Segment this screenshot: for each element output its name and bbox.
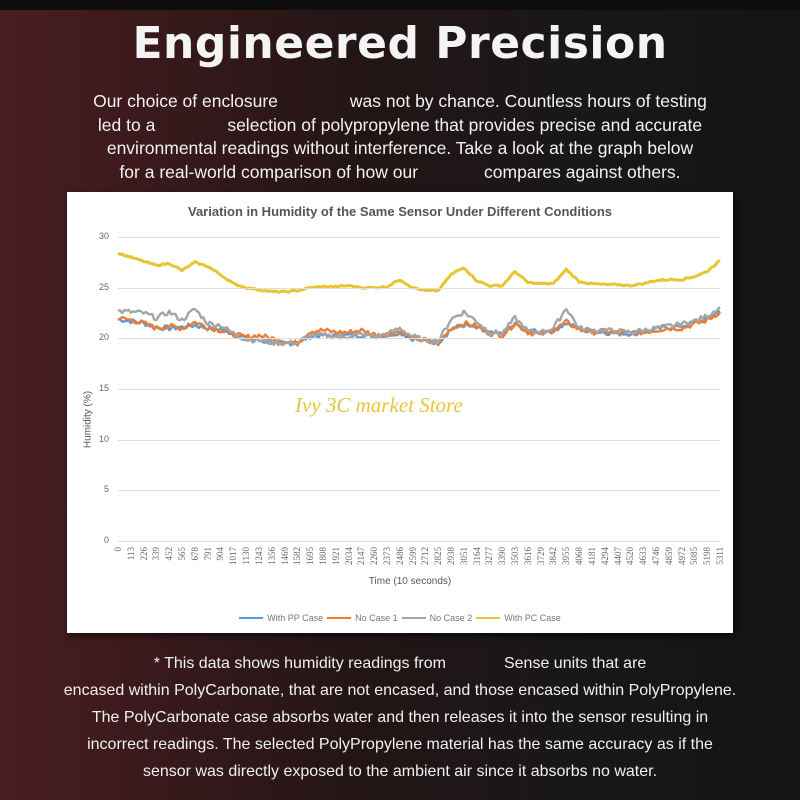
chart-card: Variation in Humidity of the Same Sensor… (67, 192, 733, 633)
legend-label: With PC Case (504, 613, 561, 623)
gridline (118, 287, 720, 289)
footnote-text: Sense units that are (503, 655, 647, 672)
legend-item: With PC Case (476, 613, 561, 623)
y-tick-label: 10 (98, 433, 109, 444)
intro-text: environmental readings without interfere… (106, 138, 694, 158)
legend-label: With PP Case (267, 613, 324, 623)
gridline (118, 389, 720, 390)
footnote-line-3: The PolyCarbonate case absorbs water and… (91, 709, 709, 726)
gridline (118, 439, 720, 441)
intro-line-3: environmental readings without interfere… (40, 137, 760, 161)
intro-line-4: for a real-world comparison of how our co… (40, 161, 760, 185)
series-line (117, 306, 721, 347)
footnote-text: * This data shows humidity readings from (153, 655, 446, 672)
intro-text: selection of polypropylene that provides… (227, 114, 703, 135)
intro-text: for a real-world comparison of how our (119, 161, 419, 182)
top-band (0, 0, 800, 10)
gridline (118, 338, 720, 340)
y-tick-label: 20 (98, 332, 109, 343)
y-tick-label: 5 (103, 484, 109, 495)
series-line (117, 311, 722, 347)
legend-item: No Case 2 (401, 613, 473, 623)
footnote-line-5: sensor was directly exposed to the ambie… (142, 763, 658, 780)
legend-label: No Case 2 (429, 613, 473, 623)
gridline (118, 237, 720, 238)
footnote-line-1: * This data shows humidity readings from… (10, 650, 790, 677)
store-watermark: Ivy 3C market Store (295, 393, 463, 417)
y-tick-label: 30 (98, 231, 109, 241)
series-line (117, 251, 721, 294)
footnote: * This data shows humidity readings from… (10, 650, 790, 785)
y-tick-label: 25 (98, 281, 109, 292)
legend-swatch (327, 617, 352, 619)
intro-text: led to a (97, 114, 156, 135)
x-axis-label: Time (10 seconds) (368, 576, 452, 587)
footnote-line-2: encased within PolyCarbonate, that are n… (63, 682, 737, 699)
legend-swatch (476, 617, 501, 619)
chart-legend: With PP Case No Case 1 No Case 2 With PC Ca… (67, 611, 733, 623)
intro-text: Our choice of enclosure (93, 91, 278, 111)
intro-paragraph: Our choice of enclosure was not by chance… (40, 90, 760, 184)
footnote-line-4: incorrect readings. The selected PolyPro… (87, 736, 713, 753)
gridline (118, 541, 720, 542)
intro-text: compares against others. (484, 161, 681, 182)
y-tick-label: 15 (98, 383, 109, 393)
legend-item: No Case 1 (327, 613, 398, 623)
intro-text: was not by chance. Countless hours of te… (349, 91, 707, 111)
intro-line-1: Our choice of enclosure was not by chance… (40, 90, 760, 114)
y-tick-label: 0 (103, 535, 109, 545)
gridline (118, 490, 720, 492)
chart-title: Variation in Humidity of the Same Sensor… (188, 204, 612, 219)
legend-swatch (401, 617, 426, 619)
legend-swatch (239, 617, 264, 619)
legend-item: With PP Case (239, 613, 323, 623)
intro-line-2: led to a selection of polypropylene that … (40, 114, 760, 138)
legend-label: No Case 1 (355, 613, 398, 623)
page-title: Engineered Precision (132, 18, 668, 69)
